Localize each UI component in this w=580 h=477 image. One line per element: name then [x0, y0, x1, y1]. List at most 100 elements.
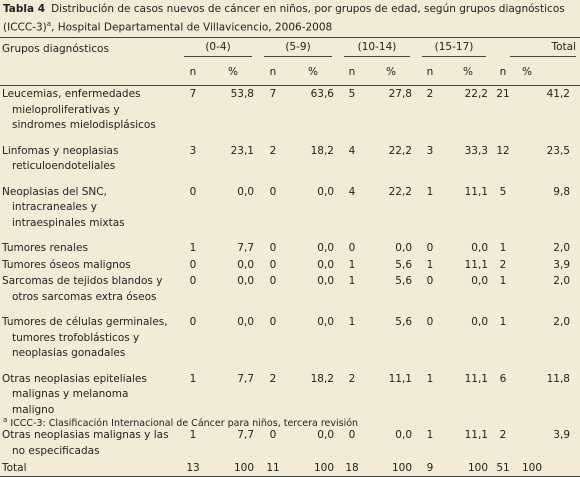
cell-value: 4 [348, 144, 356, 157]
cell-value: 3,9 [553, 258, 570, 271]
cell-value: 0,0 [471, 316, 488, 328]
cell-value: 2 [426, 88, 434, 100]
row-spacer [0, 305, 580, 314]
cell-value: 0 [348, 242, 356, 254]
age-header-1: (5-9) [258, 37, 338, 59]
group-name-line: Sarcomas de tejidos blandos y [2, 275, 163, 287]
cell-value: 18 [338, 459, 366, 477]
table-row: Leucemias, enfermedades mieloproliferativ… [0, 86, 580, 134]
group-name: Tumores renales [0, 240, 178, 257]
cell-value: 0 [269, 275, 277, 287]
total-header: Total [492, 37, 580, 59]
group-name-line: Tumores óseos malignos [2, 258, 131, 271]
cell-value: 51 [492, 459, 514, 477]
group-name-line: intraespinales mixtas [12, 216, 125, 229]
cell-value: 7,7 [237, 429, 254, 441]
cell-value: 18,2 [310, 144, 334, 157]
group-name-line: Otras neoplasias malignas y las [2, 429, 169, 441]
cell-value: 5,6 [395, 275, 412, 287]
cell-value: 5,6 [395, 258, 412, 271]
cell-value: 0,0 [317, 258, 334, 271]
cell-value: 11,8 [546, 372, 570, 385]
table-caption: Tabla 4 Distribución de casos nuevos de c… [3, 2, 577, 36]
cell-value: 0,0 [237, 258, 254, 271]
cell-value: 23,5 [546, 144, 570, 157]
cell-value: 0,0 [395, 429, 412, 441]
group-name-line: Linfomas y neoplasias [2, 144, 119, 157]
group-name: Leucemias, enfermedades mieloproliferativ… [0, 86, 178, 134]
sub-pct: % [366, 59, 416, 86]
cell-value: 3 [426, 144, 434, 157]
cell-value: 1 [426, 429, 434, 441]
cell-value: 7,7 [237, 242, 254, 254]
group-name: Linfomas y neoplasias reticuloendoteliale… [0, 143, 178, 175]
group-name-line: tumores trofoblásticos y [12, 331, 140, 344]
group-name-line: Leucemias, enfermedades [2, 88, 141, 100]
cell-value: 21 [496, 88, 510, 100]
group-name: Tumores óseos malignos [0, 257, 178, 274]
row-spacer [0, 362, 580, 371]
sub-n: n [178, 59, 208, 86]
cell-value: 23,1 [230, 144, 254, 157]
cell-value: 7 [189, 88, 197, 100]
total-label: Total [0, 459, 178, 477]
cell-value: 6 [499, 372, 507, 385]
table-row: Sarcomas de tejidos blandos y otros sarco… [0, 273, 580, 305]
footnote: a ICCC-3: Clasificación Internacional de… [3, 416, 358, 429]
cell-value: 1 [348, 258, 356, 271]
table-label: Tabla 4 [3, 3, 46, 15]
cell-value: 12 [496, 144, 510, 157]
group-name: Otras neoplasias malignas y las no especi… [0, 427, 178, 459]
row-spacer [0, 175, 580, 184]
cell-value: 100 [288, 459, 338, 477]
group-name-line: Tumores de células germinales, [2, 316, 168, 328]
table-row: Tumores óseos malignos 0 0,0 0 0,0 1 5,6 1 11,1 2… [0, 257, 580, 274]
group-name: Otras neoplasias epiteliales malignas y m… [0, 371, 178, 419]
row-spacer [0, 134, 580, 143]
col-header-group: Grupos diagnósticos [0, 37, 178, 59]
cell-value: 11,1 [464, 185, 488, 198]
table-row: Linfomas y neoplasias reticuloendoteliale… [0, 143, 580, 175]
sub-pct: % [514, 59, 580, 86]
cell-value: 22,2 [388, 144, 412, 157]
cell-value: 11,1 [388, 372, 412, 385]
cell-value: 0,0 [395, 242, 412, 254]
cell-value: 1 [426, 185, 434, 198]
header-row-1: Grupos diagnósticos (0-4) (5-9) (10-14) … [0, 37, 580, 59]
cell-value: 1 [426, 372, 434, 385]
cell-value: 11 [258, 459, 288, 477]
sub-pct: % [208, 59, 258, 86]
cell-value: 2 [269, 372, 277, 385]
cell-value: 0 [269, 429, 277, 441]
cell-value: 11,1 [464, 372, 488, 385]
group-name-line: otros sarcomas extra óseos [12, 290, 157, 303]
cell-value: 100 [208, 459, 258, 477]
group-name-line: neoplasias gonadales [12, 347, 126, 359]
cell-value: 33,3 [464, 144, 488, 157]
cell-value: 0 [189, 185, 197, 198]
footnote-text: ICCC-3: Clasificación Internacional de C… [7, 418, 359, 430]
cell-value: 18,2 [310, 372, 334, 385]
table-row: Tumores renales 1 7,7 0 0,0 0 0,0 0 0,0 1 2,0 [0, 240, 580, 257]
cell-value: 2,0 [553, 242, 570, 254]
sub-pct: % [444, 59, 492, 86]
caption-line1: Distribución de casos nuevos de cáncer e… [51, 3, 565, 15]
cell-value: 11,1 [464, 258, 488, 271]
cell-value: 22,2 [388, 185, 412, 198]
group-name: Sarcomas de tejidos blandos y otros sarco… [0, 273, 178, 305]
cell-value: 5,6 [395, 316, 412, 328]
cell-value: 27,8 [388, 88, 412, 100]
cell-value: 5 [348, 88, 356, 100]
cell-value: 0,0 [317, 316, 334, 328]
cell-value: 2 [348, 372, 356, 385]
cell-value: 0,0 [237, 185, 254, 198]
cell-value: 0,0 [471, 275, 488, 287]
caption-line2: , Hospital Departamental de Villavicenci… [51, 21, 333, 34]
cell-value: 4 [348, 185, 356, 198]
cell-value: 9 [416, 459, 444, 477]
cell-value: 3,9 [553, 429, 570, 441]
cell-value: 1 [189, 242, 197, 254]
group-name-line: reticuloendoteliales [12, 160, 116, 172]
table-row: Tumores de células germinales, tumores tr… [0, 314, 580, 362]
cell-value: 0 [269, 185, 277, 198]
